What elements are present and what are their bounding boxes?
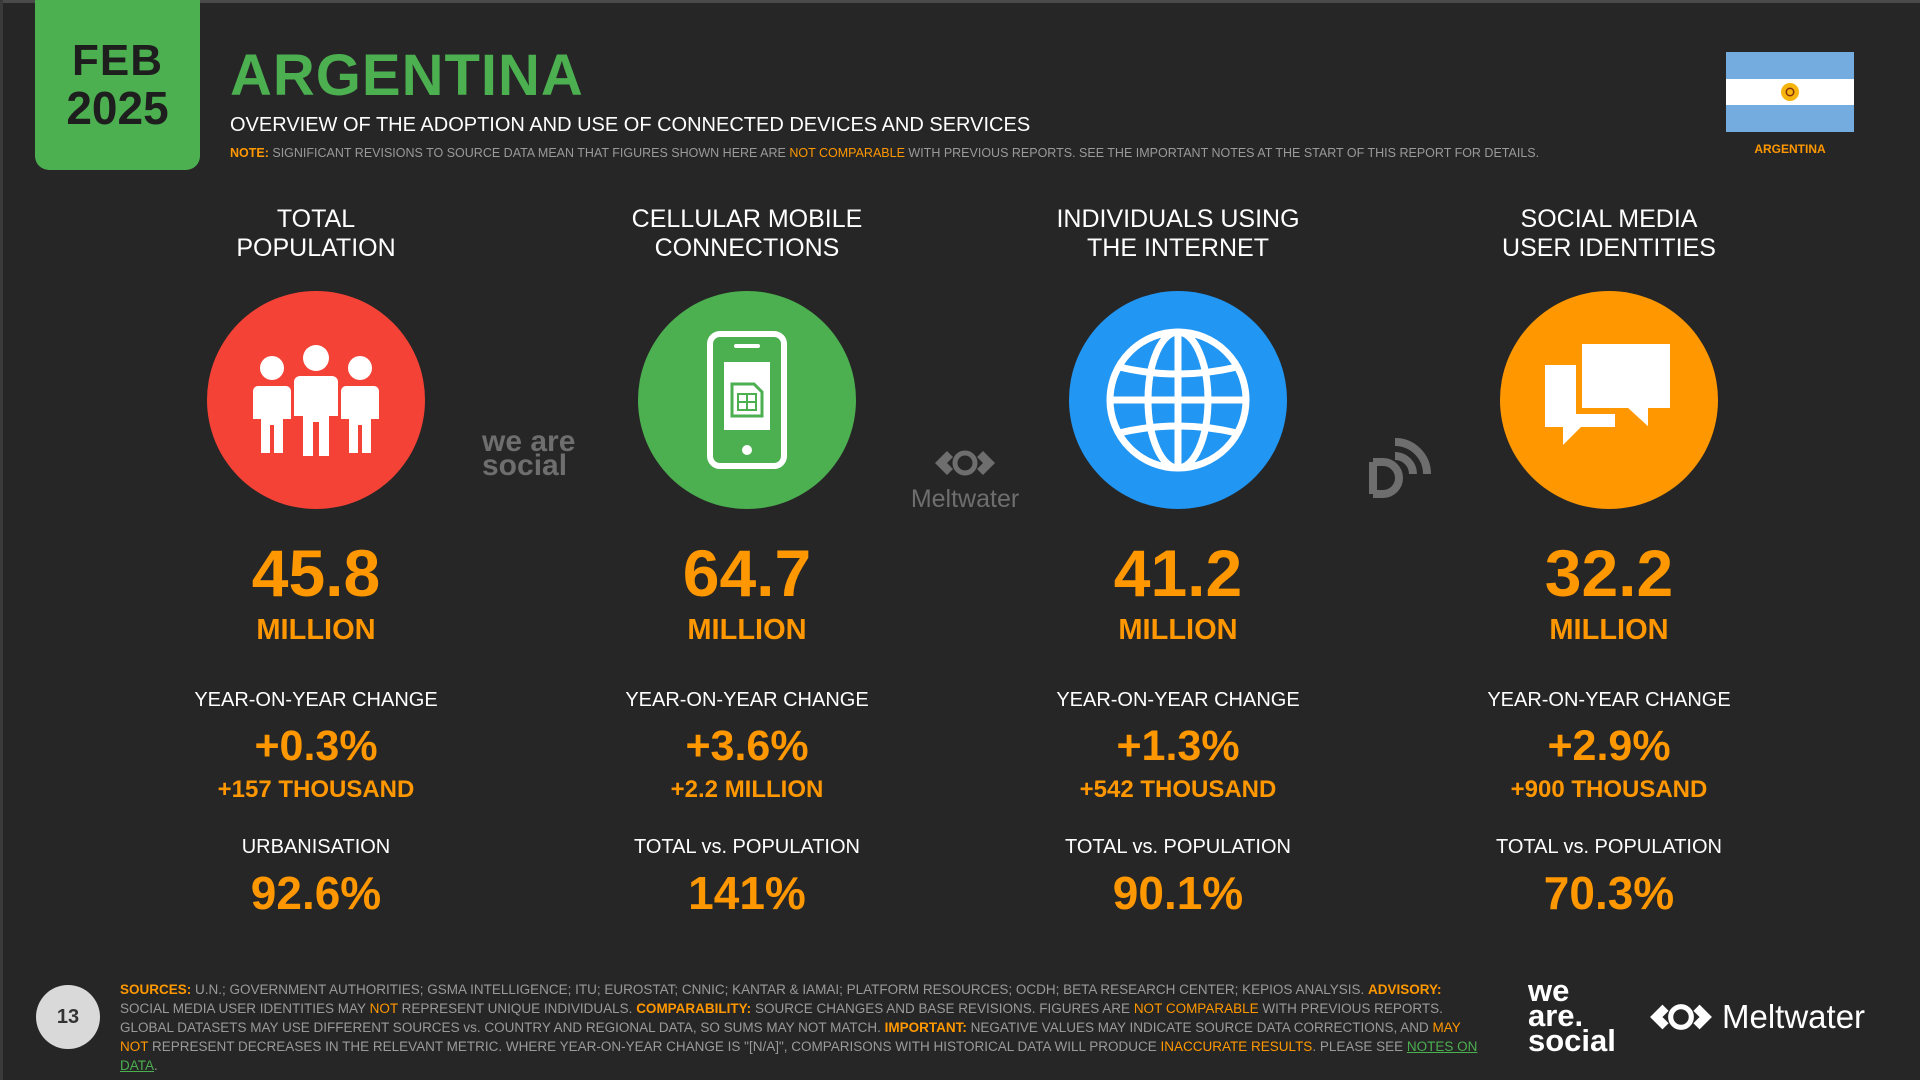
chat-icon-circle: [1500, 291, 1718, 509]
change-absolute: +2.2 MILLION: [670, 776, 824, 803]
change-percent: +3.6%: [685, 722, 809, 770]
advisory-text-1: SOCIAL MEDIA USER IDENTITIES MAY: [120, 1001, 366, 1016]
logo-line3: social: [1528, 1023, 1616, 1058]
extra-label: TOTAL vs. POPULATION: [1496, 836, 1722, 858]
globe-icon: [1106, 328, 1250, 472]
note-label: NOTE:: [230, 146, 269, 160]
change-percent: +1.3%: [1116, 722, 1240, 770]
stat-label-line2: USER IDENTITIES: [1502, 234, 1716, 262]
datareportal-watermark-icon: [1369, 438, 1431, 498]
stat-label-line1: CELLULAR MOBILE: [631, 205, 863, 233]
extra-label: URBANISATION: [241, 836, 391, 858]
meltwater-logo: Meltwater: [1648, 998, 1865, 1036]
stat-label-line1: SOCIAL MEDIA: [1520, 205, 1698, 233]
stat-label-line2: THE INTERNET: [1087, 234, 1269, 262]
stat-column-social: SOCIAL MEDIA USER IDENTITIES 32.2 MILLIO…: [1399, 205, 1819, 919]
stat-value: 32.2: [1544, 536, 1674, 610]
stat-unit: MILLION: [256, 614, 376, 646]
logo-line2: are.: [1528, 998, 1584, 1033]
change-absolute: +542 THOUSAND: [1079, 776, 1277, 803]
note-highlight: NOT COMPARABLE: [789, 146, 905, 160]
stat-column-mobile: CELLULAR MOBILE CONNECTIONS 64.7 MILLION…: [537, 205, 957, 919]
we-are-social-logo: we are. social: [1528, 973, 1616, 1058]
date-month: FEB: [72, 36, 163, 85]
stat-unit: MILLION: [1118, 614, 1238, 646]
we-are-social-watermark: we are social: [482, 425, 576, 482]
change-percent: +0.3%: [254, 722, 378, 770]
logo-line1: we: [1528, 973, 1570, 1008]
meltwater-watermark: Meltwater: [900, 448, 1030, 514]
people-icon-circle: [207, 291, 425, 509]
comparability-text-1: SOURCE CHANGES AND BASE REVISIONS. FIGUR…: [754, 1001, 1131, 1016]
advisory-label: ADVISORY:: [1368, 982, 1442, 997]
comparability-text-2: WITH PREVIOUS REPORTS. GLOBAL DATASETS M…: [120, 1001, 1443, 1035]
extra-value: 90.1%: [1112, 867, 1244, 919]
meltwater-watermark-text: Meltwater: [910, 485, 1020, 513]
sources-text: U.N.; GOVERNMENT AUTHORITIES; GSMA INTEL…: [195, 982, 1365, 997]
page-title: ARGENTINA: [230, 43, 584, 108]
meltwater-logo-icon: [935, 450, 995, 476]
globe-icon-circle: [1069, 291, 1287, 509]
note-text-2: WITH PREVIOUS REPORTS. SEE THE IMPORTANT…: [908, 146, 1540, 160]
comparability-highlight: NOT COMPARABLE: [1133, 1001, 1259, 1016]
extra-value: 92.6%: [250, 867, 382, 919]
stat-value: 41.2: [1113, 536, 1243, 610]
date-badge: FEB 2025: [35, 0, 200, 170]
top-border: [0, 0, 1920, 3]
extra-value: 70.3%: [1543, 867, 1675, 919]
important-label: IMPORTANT:: [884, 1020, 967, 1035]
argentina-flag-icon: [1726, 52, 1854, 132]
change-label: YEAR-ON-YEAR CHANGE: [194, 689, 438, 711]
stat-label: INDIVIDUALS USING THE INTERNET: [968, 205, 1388, 265]
inaccurate-results: INACCURATE RESULTS: [1160, 1039, 1313, 1054]
important-text-2: REPRESENT DECREASES IN THE RELEVANT METR…: [152, 1039, 1157, 1054]
stat-column-internet: INDIVIDUALS USING THE INTERNET 41.2 MILL…: [968, 205, 1388, 919]
stat-unit: MILLION: [1549, 614, 1669, 646]
stat-value: 45.8: [251, 536, 381, 610]
flag-label: ARGENTINA: [1754, 142, 1826, 156]
footer-sources: SOURCES: U.N.; GOVERNMENT AUTHORITIES; G…: [120, 982, 1478, 1073]
important-text-1: NEGATIVE VALUES MAY INDICATE SOURCE DATA…: [970, 1020, 1429, 1035]
mobile-phone-icon: [707, 331, 787, 469]
date-year: 2025: [66, 82, 169, 134]
stat-label-line1: INDIVIDUALS USING: [1056, 205, 1300, 233]
left-border: [0, 0, 3, 1080]
page-number-badge: 13: [36, 985, 100, 1049]
note-text-1: SIGNIFICANT REVISIONS TO SOURCE DATA MEA…: [272, 146, 786, 160]
change-absolute: +900 THOUSAND: [1510, 776, 1708, 803]
stat-unit: MILLION: [687, 614, 807, 646]
please-see: . PLEASE SEE: [1312, 1039, 1404, 1054]
people-icon: [253, 345, 379, 456]
mobile-icon-circle: [638, 291, 856, 509]
sources-label: SOURCES:: [120, 982, 192, 997]
header-note: NOTE: SIGNIFICANT REVISIONS TO SOURCE DA…: [230, 146, 1539, 160]
page-subtitle: OVERVIEW OF THE ADOPTION AND USE OF CONN…: [230, 114, 1031, 136]
extra-value: 141%: [688, 867, 806, 919]
meltwater-logo-icon: [1650, 1004, 1712, 1030]
stat-label-line2: CONNECTIONS: [654, 234, 840, 262]
important-may-not: MAY NOT: [120, 1020, 1461, 1054]
change-label: YEAR-ON-YEAR CHANGE: [1487, 689, 1731, 711]
extra-label: TOTAL vs. POPULATION: [634, 836, 860, 858]
advisory-text-2: REPRESENT UNIQUE INDIVIDUALS.: [401, 1001, 633, 1016]
notes-on-data-link[interactable]: NOTES ON DATA: [120, 1039, 1478, 1073]
change-absolute: +157 THOUSAND: [217, 776, 415, 803]
stat-value: 64.7: [682, 536, 812, 610]
stat-column-population: TOTAL POPULATION 45.8 MILLION YEAR-ON-YE…: [106, 205, 526, 919]
extra-label: TOTAL vs. POPULATION: [1065, 836, 1291, 858]
comparability-label: COMPARABILITY:: [636, 1001, 752, 1016]
meltwater-logo-text: Meltwater: [1722, 998, 1866, 1035]
chat-bubbles-icon: [1545, 338, 1676, 445]
change-label: YEAR-ON-YEAR CHANGE: [625, 689, 869, 711]
change-label: YEAR-ON-YEAR CHANGE: [1056, 689, 1300, 711]
stat-label-line2: POPULATION: [236, 234, 396, 262]
advisory-not: NOT: [369, 1001, 398, 1016]
stat-label: TOTAL POPULATION: [106, 205, 526, 265]
stat-label: CELLULAR MOBILE CONNECTIONS: [537, 205, 957, 265]
stat-label-line1: TOTAL: [276, 205, 356, 233]
change-percent: +2.9%: [1547, 722, 1671, 770]
stat-label: SOCIAL MEDIA USER IDENTITIES: [1399, 205, 1819, 265]
